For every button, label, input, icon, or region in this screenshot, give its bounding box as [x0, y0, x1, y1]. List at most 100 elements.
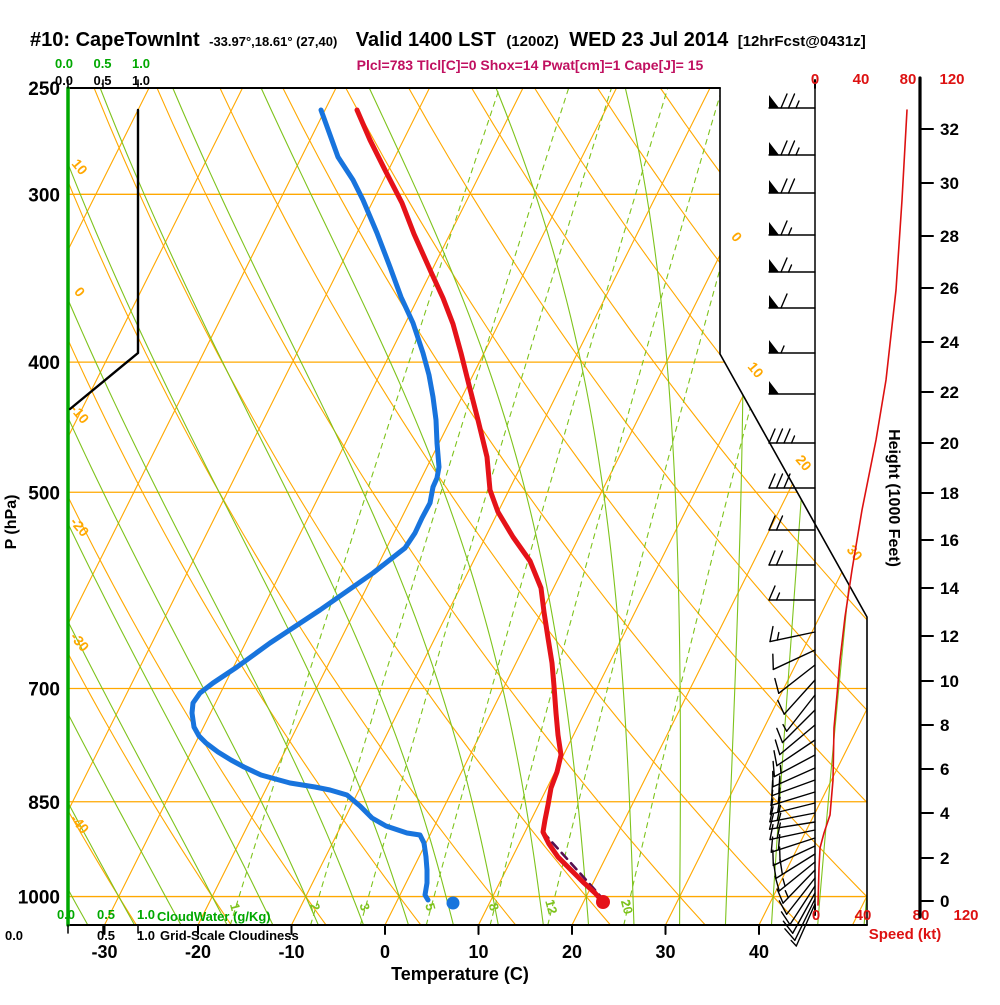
height-axis-title: Height (1000 Feet) [885, 429, 902, 567]
barb-full [784, 474, 790, 488]
surface-temp-dot [596, 895, 610, 909]
height-tick-label-8: 8 [940, 716, 949, 735]
barb-pennant [769, 259, 779, 272]
barb-pennant [769, 340, 779, 353]
cloudiness-scale-title: Grid-Scale Cloudiness [160, 928, 299, 943]
isotherm-line-40 [759, 88, 1000, 925]
height-tick-label-18: 18 [940, 484, 959, 503]
temp-tick-label--30: -30 [91, 942, 117, 962]
temp-tick-label-30: 30 [655, 942, 675, 962]
barb-full [769, 474, 775, 488]
height-tick-label-14: 14 [940, 579, 959, 598]
cloudiness-bottom-label-1.0: 1.0 [137, 928, 155, 943]
barb-full [781, 294, 787, 308]
pressure-label-700: 700 [28, 680, 60, 701]
wind-barb [769, 429, 815, 443]
pressure-label-400: 400 [28, 353, 60, 374]
chart-title: #10: CapeTownInt -33.97°,18.61° (27,40) … [30, 29, 866, 51]
dry-adiabat-label-0: 0 [71, 284, 88, 300]
barb-pennant [769, 142, 779, 155]
height-tick-label-32: 32 [940, 120, 959, 139]
cloudwater-top-label-0.0: 0.0 [55, 56, 73, 71]
barb-half [777, 593, 780, 600]
height-tick-label-22: 22 [940, 383, 959, 402]
pressure-label-850: 850 [28, 793, 60, 814]
wind-barb [769, 179, 815, 193]
isotherm-line-20 [572, 88, 991, 925]
barb-full [781, 258, 787, 272]
cloudiness-top-label-1.0: 1.0 [132, 73, 150, 88]
wind-barb [767, 808, 815, 829]
cloudwater-bottom-label-0.5: 0.5 [97, 907, 115, 922]
wind-barb [769, 728, 815, 765]
isotherm-label-20: 20 [793, 452, 815, 474]
barb-full [784, 429, 790, 443]
speed-axis-title: Speed (kt) [869, 926, 942, 943]
height-tick-label-28: 28 [940, 227, 959, 246]
barb-half [796, 148, 799, 155]
barb-full [781, 141, 787, 155]
sounding-curves [70, 110, 610, 910]
isotherm-line-30 [666, 88, 1000, 925]
barb-full [789, 141, 795, 155]
temp-tick-label-10: 10 [468, 942, 488, 962]
mixing-ratio-line-3 [360, 88, 611, 925]
barb-shaft [787, 695, 815, 731]
dry-adiabat-label--20: -20 [67, 514, 92, 540]
barb-half [781, 346, 784, 353]
barb-full [789, 94, 795, 108]
barb-pennant [769, 381, 779, 394]
mixing-ratio-label-12: 12 [542, 898, 560, 916]
orange-grid [0, 88, 1000, 925]
speed-bottom-label-120: 120 [953, 907, 978, 924]
dry-adiabat-line-90 [535, 88, 1000, 925]
plot-right-border [720, 88, 867, 925]
barb-full [769, 586, 775, 600]
cloudiness-bottom-label-0.5: 0.5 [97, 928, 115, 943]
temp-tick-label-40: 40 [749, 942, 769, 962]
temp-tick-label--10: -10 [278, 942, 304, 962]
barb-half [792, 436, 795, 443]
pressure-label-500: 500 [28, 483, 60, 504]
pressure-label-250: 250 [28, 79, 60, 100]
isotherm-label-10: 10 [745, 359, 767, 381]
dry-adiabat-line-120 [723, 88, 1000, 925]
height-tick-label-24: 24 [940, 333, 959, 352]
barb-half [796, 101, 799, 108]
wind-barb [769, 294, 815, 308]
dry-adiabat-line-40 [220, 88, 800, 925]
temperature-axis-title: Temperature (C) [391, 964, 529, 984]
station-title: #10: CapeTownInt [30, 29, 200, 51]
barb-pennant [769, 222, 779, 235]
speed-top-label-40: 40 [853, 71, 870, 88]
speed-top-label-0: 0 [811, 71, 819, 88]
height-tick-label-26: 26 [940, 279, 959, 298]
wind-barb [769, 221, 815, 235]
dry-adiabat-line-140 [849, 88, 1000, 925]
barb-full [777, 551, 783, 565]
moist-adiabat-line-50 [864, 88, 967, 925]
cloudwater-top-label-0.5: 0.5 [93, 56, 111, 71]
barb-full [769, 551, 775, 565]
moist-adiabat-line-30 [625, 88, 680, 925]
dry-adiabat-line-110 [660, 88, 1000, 925]
barb-half [789, 228, 792, 235]
barb-pennant [769, 95, 779, 108]
pressure-label-300: 300 [28, 185, 60, 206]
station-coords: -33.97°,18.61° (27,40) [209, 34, 337, 49]
pressure-axis-title: P (hPa) [3, 495, 20, 550]
barb-full [781, 221, 787, 235]
stability-indices-line: Plcl=783 Tlcl[C]=0 Shox=14 Pwat[cm]=1 Ca… [357, 57, 704, 73]
wind-barb [771, 714, 815, 754]
barb-full [769, 516, 775, 530]
barb-full [781, 179, 787, 193]
barb-full [767, 825, 776, 840]
height-tick-label-4: 4 [940, 804, 950, 823]
forecast-tag: [12hrFcst@0431z] [738, 33, 866, 50]
cloudwater-top-label-1.0: 1.0 [132, 56, 150, 71]
surface-dewpoint-dot [447, 897, 460, 910]
temp-tick-label-0: 0 [380, 942, 390, 962]
barb-pennant [769, 295, 779, 308]
